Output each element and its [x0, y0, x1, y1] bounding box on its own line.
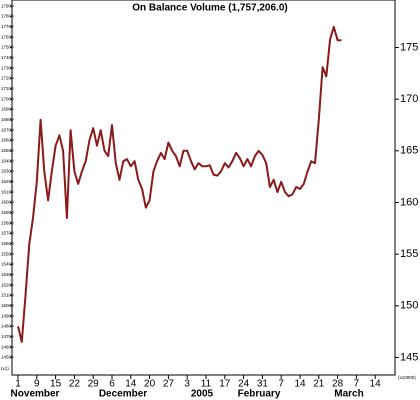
y2-tick-label: 16200 — [1, 179, 14, 184]
y2-tick-label: 15000 — [1, 303, 14, 308]
y2-tick-label: 17700 — [1, 24, 14, 29]
y-tick-label: 155 — [400, 248, 418, 260]
y2-tick-label: 14500 — [1, 355, 14, 360]
y2-tick-label: 15800 — [1, 220, 14, 225]
month-label: November — [11, 389, 60, 400]
y-tick-label: 150 — [400, 300, 418, 312]
y2-tick-label: 14800 — [1, 324, 14, 329]
y2-tick-label: 16000 — [1, 200, 14, 205]
y2-tick-label: 15500 — [1, 251, 14, 256]
y2-tick-label: 16600 — [1, 138, 14, 143]
y2-tick-label: 15700 — [1, 231, 14, 236]
x-tick-label: 7 — [278, 379, 284, 390]
y2-tick-label: 16400 — [1, 158, 14, 163]
x-tick-label: 20 — [144, 379, 156, 390]
y2-tick-label: 17400 — [1, 55, 14, 60]
y-unit: (x10000) — [398, 375, 416, 380]
y2-tick-label: 17800 — [1, 14, 14, 19]
x-tick-label: 17 — [219, 379, 231, 390]
y2-tick-label: 17500 — [1, 45, 14, 50]
y2-tick-label: 17000 — [1, 96, 14, 101]
y2-tick-label: 14600 — [1, 344, 14, 349]
month-label: March — [334, 389, 363, 400]
y2-tick-label: 16100 — [1, 189, 14, 194]
y2-tick-label: 17600 — [1, 34, 14, 39]
y-tick-label: 145 — [400, 351, 418, 363]
x-tick-label: 11 — [201, 379, 212, 390]
y2-tick-label: 16700 — [1, 127, 14, 132]
y2-tick-label: 15100 — [1, 293, 14, 298]
y2-unit: (x1) — [1, 366, 9, 371]
x-tick-label: 7 — [354, 379, 360, 390]
x-tick-label: 24 — [238, 379, 250, 390]
y2-tick-label: 14700 — [1, 334, 14, 339]
x-tick-label: 14 — [294, 379, 306, 390]
y2-tick-label: 15900 — [1, 210, 14, 215]
x-tick-label: 3 — [184, 379, 190, 390]
x-tick-label: 1 — [15, 379, 21, 390]
y2-tick-label: 17900 — [1, 3, 14, 8]
x-tick-label: 15 — [50, 379, 62, 390]
y2-tick-label: 16900 — [1, 107, 14, 112]
x-tick-label: 28 — [332, 379, 344, 390]
x-tick-label: 6 — [109, 379, 115, 390]
x-tick-label: 27 — [163, 379, 175, 390]
x-tick-label: 22 — [69, 379, 81, 390]
y-tick-label: 165 — [400, 145, 418, 157]
x-tick-label: 31 — [257, 379, 269, 390]
plot-area — [11, 0, 396, 376]
x-tick-label: 29 — [88, 379, 100, 390]
y2-tick-label: 16800 — [1, 117, 14, 122]
x-tick-label: 14 — [125, 379, 137, 390]
y-tick-label: 160 — [400, 196, 418, 208]
series-line — [17, 25, 342, 343]
y2-tick-label: 15400 — [1, 262, 14, 267]
y2-tick-label: 14900 — [1, 313, 14, 318]
y2-tick-label: 16500 — [1, 148, 14, 153]
x-tick-label: 9 — [34, 379, 40, 390]
y2-tick-label: 15300 — [1, 272, 14, 277]
y2-tick-label: 15600 — [1, 241, 14, 246]
y-tick-label: 170 — [400, 93, 418, 105]
y-tick-label: 175 — [400, 41, 418, 53]
month-label: 2005 — [191, 389, 214, 400]
month-label: December — [99, 389, 147, 400]
y2-tick-label: 17200 — [1, 76, 14, 81]
x-tick-label: 14 — [370, 379, 382, 390]
y2-tick-label: 17300 — [1, 65, 14, 70]
y2-tick-label: 16300 — [1, 169, 14, 174]
y2-tick-label: 15200 — [1, 282, 14, 287]
month-label: February — [238, 389, 281, 400]
x-tick-label: 21 — [313, 379, 325, 390]
y2-tick-label: 17100 — [1, 86, 14, 91]
chart-title: On Balance Volume (1,757,206.0) — [132, 3, 287, 14]
